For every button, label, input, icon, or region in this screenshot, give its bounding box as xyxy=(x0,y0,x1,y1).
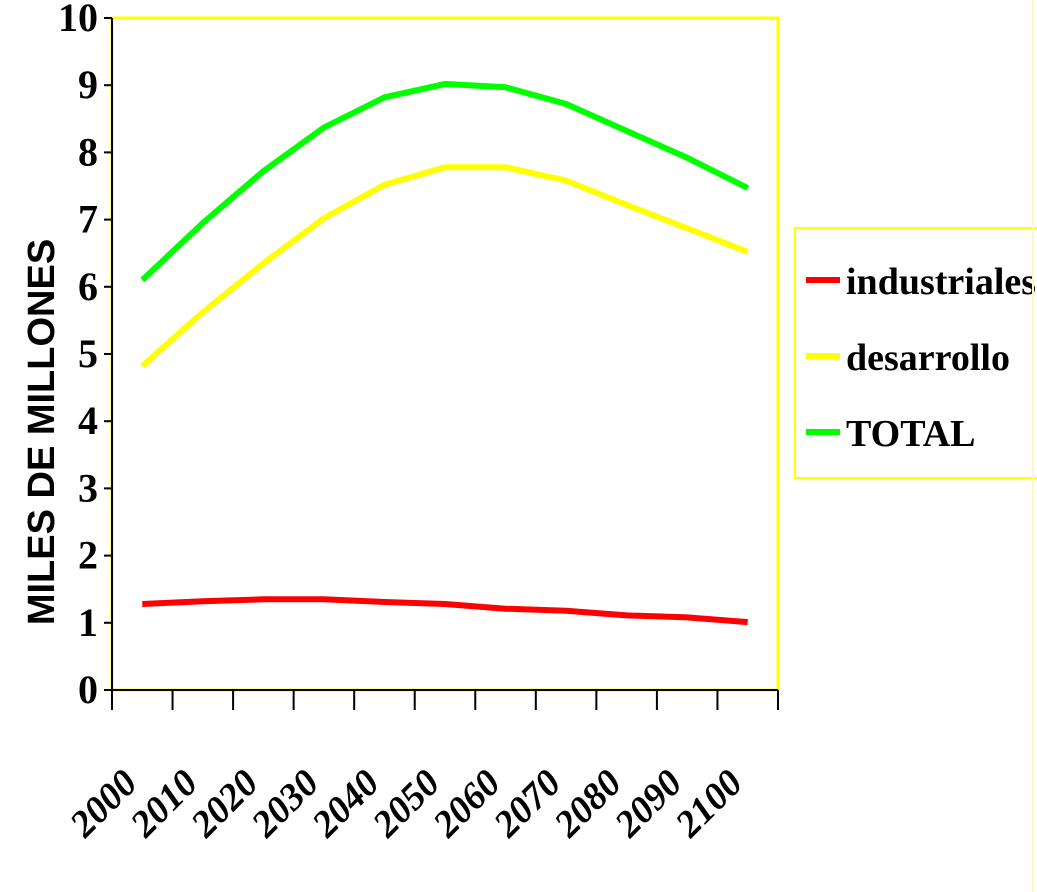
legend: industriales desarrollo TOTAL xyxy=(794,227,1037,479)
y-tick-label: 6 xyxy=(78,264,98,309)
series-line-total xyxy=(140,80,750,283)
series-lines xyxy=(140,80,750,626)
y-tick-label: 8 xyxy=(78,129,98,174)
plot-border xyxy=(110,16,780,692)
x-tick-label: 2070 xyxy=(485,762,569,846)
y-tick-label: 2 xyxy=(78,533,98,578)
y-tick-label: 7 xyxy=(78,197,98,242)
legend-label-industriales: industriales xyxy=(846,261,1036,303)
y-tick-label: 3 xyxy=(78,465,98,510)
x-tick-label: 2020 xyxy=(182,762,266,846)
x-tick-label: 2010 xyxy=(122,762,206,846)
x-tick-label: 2030 xyxy=(243,762,327,846)
x-axis: 2000201020202030204020502060207020802090… xyxy=(61,689,779,846)
x-tick-label: 2080 xyxy=(546,762,630,846)
series-line-industriales xyxy=(142,596,748,626)
x-tick-label: 2060 xyxy=(425,762,509,846)
series-line-desarrollo xyxy=(140,164,749,369)
y-axis: 0 1 2 3 4 5 6 7 8 9 10 xyxy=(58,0,113,712)
legend-label-desarrollo: desarrollo xyxy=(846,337,1010,379)
x-tick-label: 2100 xyxy=(667,762,751,846)
y-tick-label: 9 xyxy=(78,62,98,107)
y-tick-label: 1 xyxy=(78,600,98,645)
page-edge-divider xyxy=(1032,0,1034,892)
x-tick-label: 2040 xyxy=(304,762,388,846)
plot-area xyxy=(110,16,780,692)
y-tick-label: 10 xyxy=(58,0,98,40)
legend-label-total: TOTAL xyxy=(846,413,976,455)
x-tick-label: 2050 xyxy=(364,762,448,846)
x-tick-label: 2000 xyxy=(61,762,145,846)
y-tick-label: 5 xyxy=(78,331,98,376)
y-axis-title: MILES DE MILLONES xyxy=(21,239,63,625)
y-tick-label: 0 xyxy=(78,667,98,712)
x-tick-label: 2090 xyxy=(606,762,690,846)
y-tick-label: 4 xyxy=(78,398,98,443)
